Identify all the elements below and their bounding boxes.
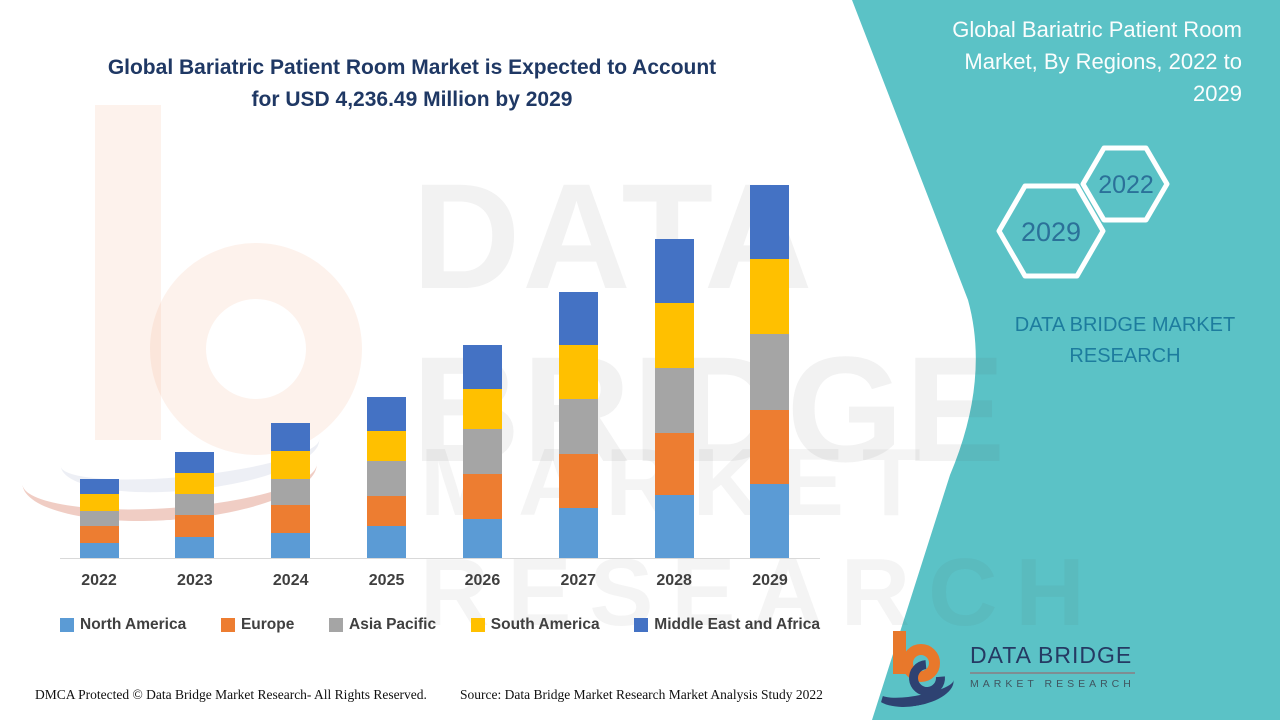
bar-2023 — [175, 451, 215, 558]
bar-2029 — [750, 185, 790, 558]
bar-segment-2025-europe — [367, 496, 407, 527]
panel-title: Global Bariatric Patient Room Market, By… — [952, 17, 1242, 106]
x-axis-label-2023: 2023 — [177, 572, 213, 589]
bar-segment-2024-north-america — [271, 533, 311, 558]
x-axis-label-2029: 2029 — [752, 572, 788, 589]
chart-title: Global Bariatric Patient Room Market is … — [107, 56, 717, 111]
bar-segment-2024-europe — [271, 505, 311, 533]
teal-blob-path — [852, 0, 1280, 720]
bar-segment-2023-middle-east-and-africa — [175, 451, 215, 473]
bar-segment-2028-asia-pacific — [654, 368, 694, 434]
bar-segment-2024-asia-pacific — [271, 479, 311, 506]
bar-segment-2022-asia-pacific — [79, 511, 119, 527]
bar-segment-2025-asia-pacific — [367, 461, 407, 497]
bar-segment-2028-middle-east-and-africa — [654, 239, 694, 304]
bar-segment-2027-asia-pacific — [558, 399, 598, 455]
bar-segment-2027-south-america — [558, 345, 598, 400]
bar-segment-2024-south-america — [271, 451, 311, 480]
hexagon-2022-label: 2022 — [1098, 171, 1154, 199]
legend-label: Europe — [240, 616, 295, 633]
legend-swatch-icon — [60, 618, 74, 632]
bar-segment-2026-north-america — [462, 519, 502, 558]
legend-item-middle-east-and-africa: Middle East and Africa — [634, 616, 820, 634]
chart-legend: North America Europe Asia Pacific South Ame… — [60, 616, 820, 634]
bar-segment-2027-north-america — [558, 508, 598, 558]
logo-subtitle: MARKET RESEARCH — [970, 678, 1135, 690]
bar-segment-2026-asia-pacific — [462, 429, 502, 475]
bar-segment-2029-south-america — [750, 259, 790, 335]
bar-segment-2023-north-america — [175, 536, 215, 558]
hexagon-2029-outline — [996, 183, 1106, 279]
bar-segment-2022-north-america — [79, 543, 119, 558]
data-bridge-logo: DATA BRIDGE MARKET RESEARCH — [871, 628, 1136, 714]
bar-segment-2029-north-america — [750, 484, 790, 558]
legend-label: Asia Pacific — [349, 616, 437, 633]
hexagon-2029-label: 2029 — [1020, 217, 1082, 247]
hexagon-2022-outline — [1080, 145, 1170, 223]
legend-swatch-icon — [220, 618, 235, 632]
bar-segment-2025-south-america — [367, 430, 407, 461]
bar-segment-2026-europe — [462, 474, 502, 520]
legend-swatch-icon — [634, 618, 649, 632]
bar-2028 — [654, 239, 694, 558]
brand-heading: DATA BRIDGE MARKET RESEARCH — [1014, 314, 1236, 367]
legend-item-south-america: South America — [470, 616, 600, 634]
legend-item-europe: Europe — [220, 616, 295, 634]
bar-segment-2023-europe — [175, 514, 215, 537]
stacked-bar-plot-area — [60, 179, 820, 559]
legend-swatch-icon — [470, 618, 485, 632]
bar-segment-2028-north-america — [654, 494, 694, 558]
bar-2022 — [79, 479, 119, 558]
logo-title: DATA BRIDGE — [970, 642, 1135, 674]
legend-label: South America — [490, 616, 600, 633]
legend-label: Middle East and Africa — [654, 616, 820, 633]
bar-segment-2023-south-america — [175, 472, 215, 494]
bar-2027 — [558, 292, 598, 558]
bar-segment-2029-asia-pacific — [750, 334, 790, 411]
x-axis-label-2026: 2026 — [464, 572, 501, 589]
legend-swatch-icon — [329, 618, 344, 632]
bar-2025 — [367, 397, 407, 558]
data-bridge-logo-icon — [871, 628, 962, 714]
legend-label: North America — [80, 616, 187, 633]
bar-segment-2026-south-america — [462, 389, 502, 430]
bar-segment-2023-asia-pacific — [175, 493, 215, 515]
legend-item-asia-pacific: Asia Pacific — [329, 616, 436, 634]
bar-segment-2029-europe — [750, 410, 790, 485]
x-axis-labels: 2022 2023 2024 2025 2026 2027 2028 2029 — [60, 572, 820, 598]
year-hexagons — [996, 145, 1170, 279]
bar-segment-2025-middle-east-and-africa — [367, 397, 407, 431]
bar-segment-2024-middle-east-and-africa — [271, 423, 311, 452]
legend-item-north-america: North America — [60, 616, 186, 634]
bar-segment-2028-south-america — [654, 303, 694, 369]
bar-segment-2022-south-america — [79, 494, 119, 512]
x-axis-label-2024: 2024 — [272, 572, 309, 589]
x-axis-label-2022: 2022 — [81, 572, 117, 589]
bar-2024 — [271, 423, 311, 558]
x-axis-label-2027: 2027 — [560, 572, 597, 589]
bar-segment-2022-europe — [79, 526, 119, 544]
bar-segment-2022-middle-east-and-africa — [79, 479, 119, 495]
x-axis-label-2025: 2025 — [368, 572, 405, 589]
bar-segment-2025-north-america — [367, 526, 407, 558]
bar-segment-2026-middle-east-and-africa — [462, 345, 502, 390]
bar-segment-2028-europe — [654, 433, 694, 495]
logo-bowl-shape — [902, 644, 940, 682]
bar-segment-2029-middle-east-and-africa — [750, 185, 790, 260]
bar-segment-2027-europe — [558, 454, 598, 508]
bar-2026 — [462, 345, 502, 558]
footer-copyright: DMCA Protected © Data Bridge Market Rese… — [35, 687, 427, 702]
x-axis-label-2028: 2028 — [656, 572, 692, 589]
bar-segment-2027-middle-east-and-africa — [558, 292, 598, 346]
footer-source: Source: Data Bridge Market Research Mark… — [460, 687, 823, 702]
logo-text-block: DATA BRIDGE MARKET RESEARCH — [970, 628, 1135, 690]
